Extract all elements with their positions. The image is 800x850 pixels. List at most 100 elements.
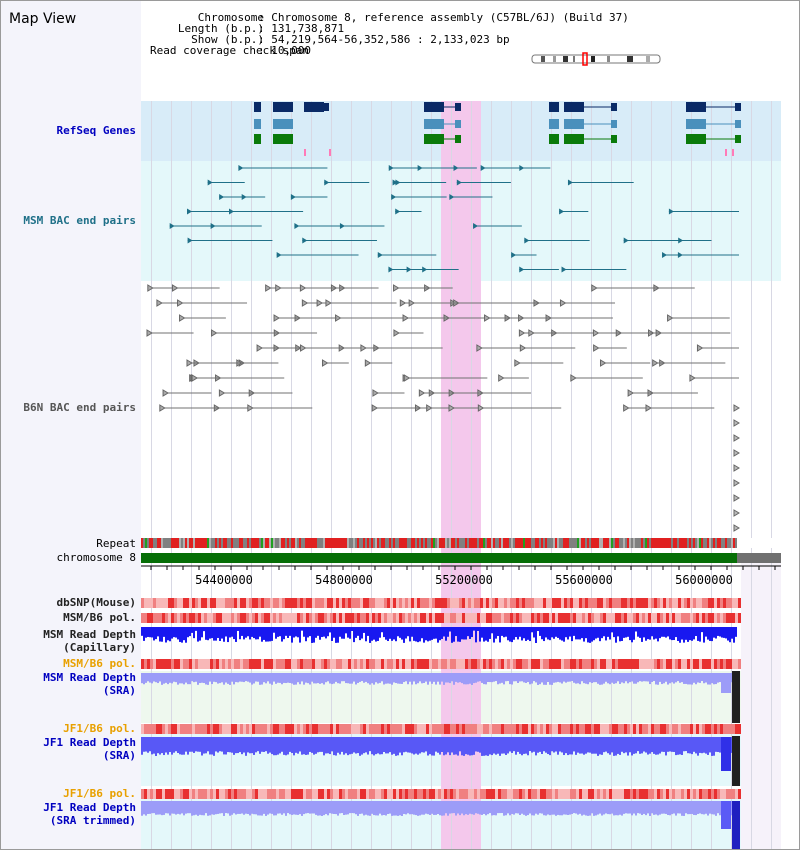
jf1-depth-sra-bar bbox=[507, 737, 509, 754]
repeat-block bbox=[681, 538, 683, 548]
msm-b6-pol-2-track-cell bbox=[258, 659, 261, 669]
gene-exon bbox=[287, 120, 293, 128]
jf1-b6-pol-track-cell bbox=[165, 724, 168, 734]
jf1-depth-sra-bar bbox=[509, 737, 511, 752]
track-label-msm-depth-sra[interactable]: MSM Read Depth bbox=[43, 671, 136, 684]
repeat-block bbox=[545, 538, 547, 548]
jf1-b6-pol-track-cell bbox=[726, 724, 729, 734]
msm-b6-pol-2-track-cell bbox=[618, 659, 621, 669]
jf1-depth-trim-bar bbox=[301, 801, 303, 816]
jf1-b6-pol-2-track-cell bbox=[291, 789, 294, 799]
msm-depth-capillary-bar bbox=[281, 627, 283, 642]
track-label-msm-b6-pol-2[interactable]: MSM/B6 pol. bbox=[63, 657, 136, 670]
track-label-b6n-bac[interactable]: B6N BAC end pairs bbox=[23, 401, 136, 414]
msm-depth-capillary-bar bbox=[561, 627, 563, 641]
msm-depth-capillary-bar bbox=[567, 627, 569, 640]
msm-depth-capillary-bar bbox=[439, 627, 441, 641]
msm-depth-sra-bar bbox=[389, 673, 391, 684]
msm-depth-sra-bar bbox=[347, 673, 349, 684]
msm-b6-pol-track-cell bbox=[525, 613, 528, 623]
gene-exon bbox=[564, 102, 584, 112]
jf1-b6-pol-track-cell bbox=[612, 724, 615, 734]
track-label-msm-b6-pol[interactable]: MSM/B6 pol. bbox=[63, 611, 136, 624]
jf1-b6-pol-track-cell bbox=[324, 724, 327, 734]
msm-bac-end bbox=[623, 237, 629, 244]
jf1-depth-sra-bar bbox=[611, 737, 613, 753]
jf1-depth-sra-bar bbox=[227, 737, 229, 753]
msm-b6-pol-2-track-cell bbox=[648, 659, 651, 669]
msm-depth-capillary-bar bbox=[523, 627, 525, 639]
gene-exon bbox=[686, 102, 706, 112]
repeat-block bbox=[701, 538, 703, 548]
repeat-block bbox=[639, 538, 641, 548]
msm-depth-sra-bar bbox=[583, 673, 585, 684]
msm-depth-capillary-bar bbox=[307, 627, 309, 638]
msm-depth-capillary-bar bbox=[221, 627, 223, 639]
msm-depth-capillary-bar bbox=[243, 627, 245, 640]
msm-depth-sra-bar bbox=[167, 673, 169, 685]
msm-b6-pol-track-cell bbox=[576, 613, 579, 623]
msm-b6-pol-2-track-cell bbox=[195, 659, 198, 669]
jf1-b6-pol-track-cell bbox=[399, 724, 402, 734]
msm-depth-sra-bar bbox=[679, 673, 681, 683]
track-label-jf1-depth-sra[interactable]: JF1 Read Depth bbox=[43, 736, 136, 749]
msm-depth-capillary-bar bbox=[287, 627, 289, 638]
track-label-msm-depth-capillary[interactable]: MSM Read Depth bbox=[43, 628, 136, 641]
msm-b6-pol-track-cell bbox=[462, 613, 465, 623]
dbsnp-track-cell bbox=[600, 598, 603, 608]
b6n-bac-end bbox=[399, 299, 407, 307]
jf1-b6-pol-track-cell bbox=[171, 724, 174, 734]
jf1-depth-sra-bar bbox=[173, 737, 175, 753]
msm-b6-pol-track-cell bbox=[720, 613, 723, 623]
msm-bac-end bbox=[324, 179, 330, 186]
jf1-b6-pol-2-track-cell bbox=[573, 789, 576, 799]
repeat-block bbox=[445, 538, 447, 548]
msm-depth-sra-bar bbox=[471, 673, 473, 685]
msm-b6-pol-track-cell bbox=[255, 613, 258, 623]
msm-depth-capillary-bar bbox=[373, 627, 375, 640]
jf1-depth-sra-bar bbox=[593, 737, 595, 754]
msm-depth-capillary-bar bbox=[335, 627, 337, 643]
msm-depth-sra-bar bbox=[491, 673, 493, 683]
jf1-depth-trim-bar bbox=[393, 801, 395, 816]
jf1-depth-sra-bar bbox=[711, 737, 713, 756]
jf1-b6-pol-2-track-cell bbox=[633, 789, 636, 799]
repeat-block bbox=[647, 538, 649, 548]
msm-depth-sra-bar bbox=[387, 673, 389, 684]
repeat-block bbox=[525, 538, 527, 548]
jf1-depth-trim-bar bbox=[253, 801, 255, 815]
track-label-refseq-genes[interactable]: RefSeq Genes bbox=[56, 124, 136, 137]
track-label-chromosome[interactable]: chromosome 8 bbox=[56, 551, 136, 564]
msm-depth-sra-bar bbox=[701, 673, 703, 682]
msm-b6-pol-track-cell bbox=[252, 613, 255, 623]
dbsnp-track-cell bbox=[375, 598, 378, 608]
dbsnp-track-cell bbox=[735, 598, 738, 608]
dbsnp-track-cell bbox=[678, 598, 681, 608]
track-label-jf1-depth-trimmed[interactable]: JF1 Read Depth bbox=[43, 801, 136, 814]
msm-depth-sra-bar bbox=[521, 673, 523, 682]
track-label-repeat[interactable]: Repeat bbox=[96, 537, 136, 550]
track-label-msm-bac[interactable]: MSM BAC end pairs bbox=[23, 214, 136, 227]
msm-depth-capillary-bar bbox=[667, 627, 669, 637]
msm-depth-capillary-bar bbox=[613, 627, 615, 638]
msm-depth-capillary-bar bbox=[433, 627, 435, 639]
msm-depth-capillary-bar bbox=[169, 627, 171, 642]
msm-depth-capillary-bar bbox=[167, 627, 169, 641]
jf1-b6-pol-track-cell bbox=[573, 724, 576, 734]
repeat-block bbox=[363, 538, 365, 548]
jf1-depth-trim-bar bbox=[629, 801, 631, 814]
jf1-b6-pol-track-cell bbox=[147, 724, 150, 734]
b6n-bac-end bbox=[484, 314, 491, 322]
track-label-dbsnp[interactable]: dbSNP(Mouse) bbox=[56, 596, 136, 609]
msm-depth-capillary-bar bbox=[483, 627, 485, 642]
jf1-b6-pol-2-track-cell bbox=[405, 789, 408, 799]
track-label-jf1-b6-pol-2[interactable]: JF1/B6 pol. bbox=[63, 787, 136, 800]
jf1-b6-pol-track-cell bbox=[708, 724, 711, 734]
jf1-depth-trim-bar bbox=[373, 801, 375, 816]
gene-exon bbox=[735, 103, 741, 111]
track-label-jf1-b6-pol[interactable]: JF1/B6 pol. bbox=[63, 722, 136, 735]
dbsnp-track-cell bbox=[273, 598, 276, 608]
jf1-b6-pol-2-track-cell bbox=[711, 789, 714, 799]
